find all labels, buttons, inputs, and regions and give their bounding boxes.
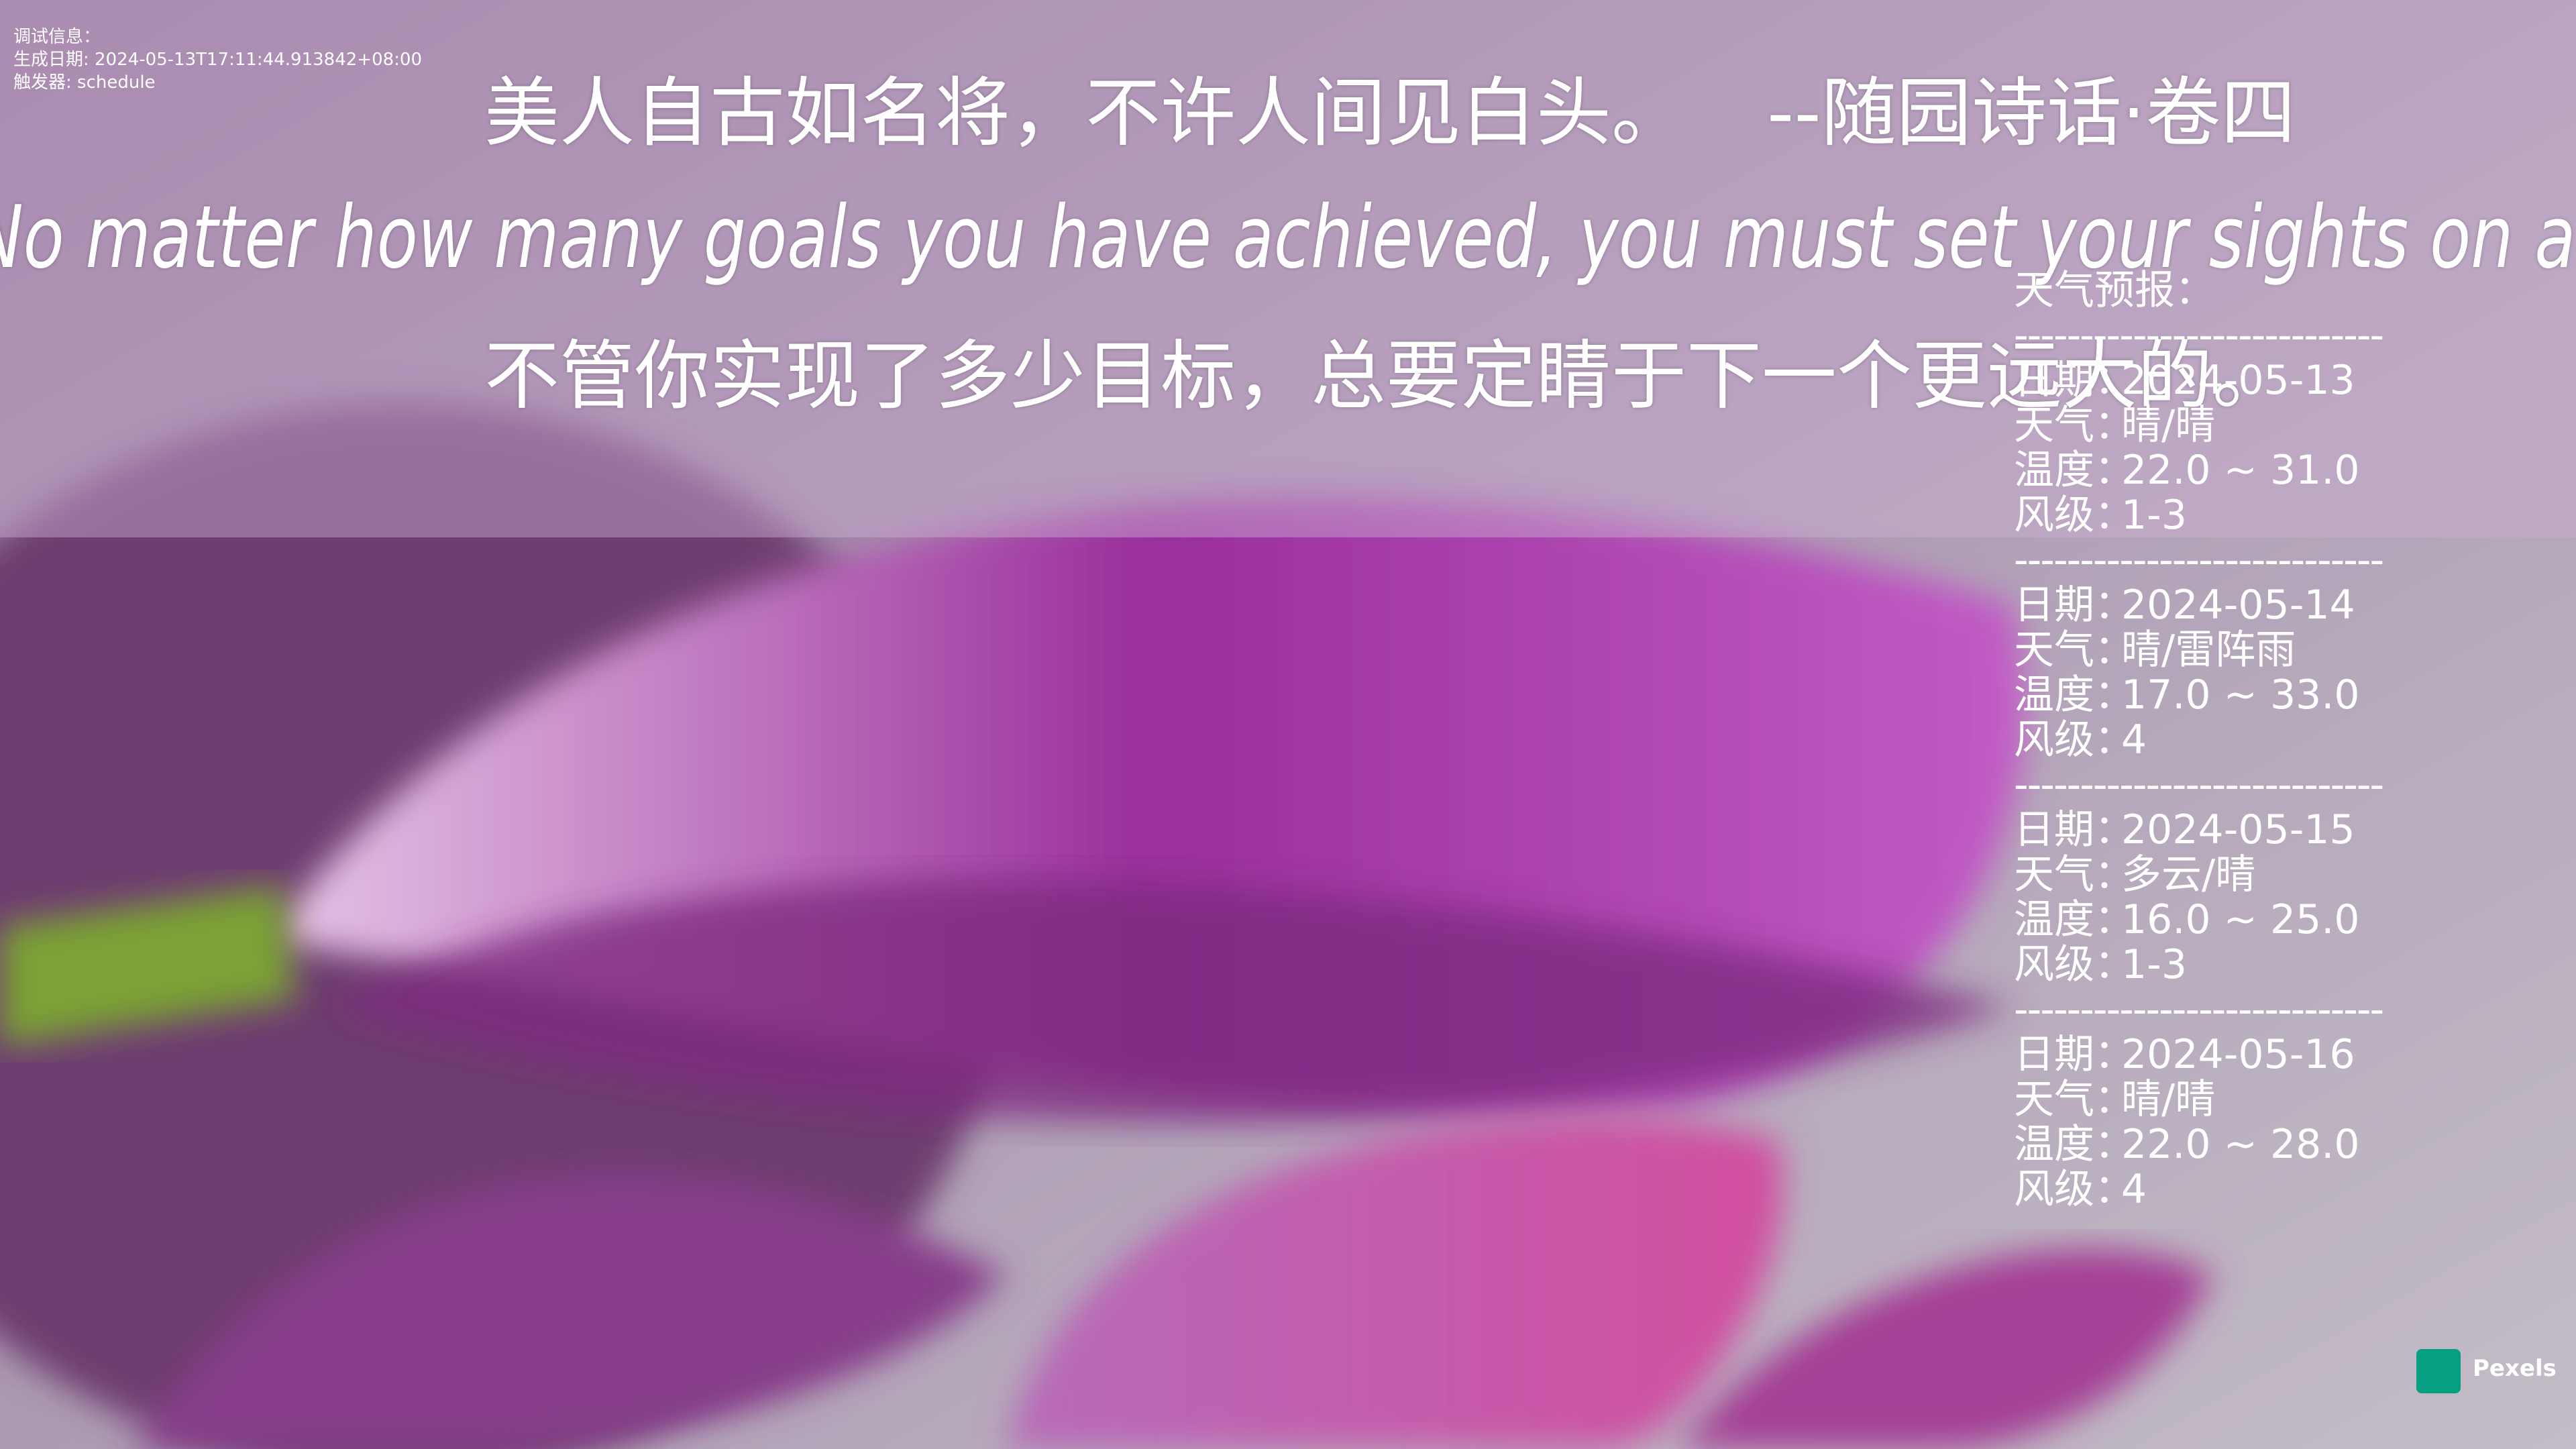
weather-label: 温度： [2014, 896, 2135, 943]
separator: ---------------------------- [2014, 313, 2384, 358]
weather-value: 16.0 ~ 25.0 [2121, 896, 2360, 943]
weather-value: 晴/晴 [2121, 1076, 2216, 1123]
weather-row: 日期：2024-05-13 [2014, 358, 2443, 403]
debug-line: 生成日期: 2024-05-13T17:11:44.913842+08:00 [13, 50, 423, 70]
weather-label: 日期： [2014, 806, 2135, 853]
weather-value: 晴/晴 [2121, 402, 2216, 449]
separator: ---------------------------- [2014, 763, 2384, 808]
weather-panel: 天气预报： ---------------------------- 日期：2024… [2014, 268, 2443, 1212]
separator: ---------------------------- [2014, 538, 2384, 583]
quote-source: --随园诗话·卷四 [1767, 70, 2296, 157]
weather-label: 天气： [2014, 851, 2135, 898]
weather-value: 17.0 ~ 33.0 [2121, 672, 2360, 718]
weather-label: 天气： [2014, 1076, 2135, 1123]
weather-value: 1-3 [2121, 941, 2187, 988]
weather-row: 天气：晴/雷阵雨 [2014, 628, 2443, 673]
weather-label: 日期： [2014, 1031, 2135, 1078]
weather-row: 日期：2024-05-15 [2014, 808, 2443, 853]
quote-translation: 不管你实现了多少目标，总要定睛于下一个更远大的。 [484, 333, 2288, 420]
quote-text: 美人自古如名将，不许人间见白头。 [484, 70, 1686, 157]
pexels-logo [2416, 1349, 2461, 1393]
pexels-credit: Pexels [2473, 1355, 2557, 1382]
weather-label: 日期： [2014, 582, 2135, 629]
weather-row: 天气：晴/晴 [2014, 1077, 2443, 1122]
weather-label: 温度： [2014, 1121, 2135, 1168]
weather-row: 日期：2024-05-14 [2014, 583, 2443, 628]
weather-value: 4 [2121, 1166, 2147, 1213]
separator: ---------------------------- [2014, 987, 2384, 1032]
overlay-band [0, 0, 2576, 537]
weather-title: 天气预报： [2014, 267, 2215, 314]
weather-row: 风级：1-3 [2014, 493, 2443, 538]
weather-label: 温度： [2014, 447, 2135, 494]
weather-value: 22.0 ~ 31.0 [2121, 447, 2360, 494]
weather-row: 温度：16.0 ~ 25.0 [2014, 898, 2443, 943]
weather-value: 2024-05-13 [2121, 357, 2355, 404]
weather-label: 风级： [2014, 941, 2135, 988]
weather-row: 天气：多云/晴 [2014, 853, 2443, 898]
quote-english: No matter how many goals you have achiev… [0, 188, 2576, 288]
weather-label: 风级： [2014, 1166, 2135, 1213]
weather-row: 日期：2024-05-16 [2014, 1032, 2443, 1077]
weather-value: 晴/雷阵雨 [2121, 627, 2296, 674]
weather-row: 温度：22.0 ~ 28.0 [2014, 1122, 2443, 1167]
weather-label: 天气： [2014, 402, 2135, 449]
weather-label: 日期： [2014, 357, 2135, 404]
weather-row: 温度：17.0 ~ 33.0 [2014, 673, 2443, 718]
weather-label: 天气： [2014, 627, 2135, 674]
weather-value: 4 [2121, 716, 2147, 763]
weather-row: 风级：1-3 [2014, 943, 2443, 987]
weather-label: 风级： [2014, 492, 2135, 539]
weather-value: 2024-05-15 [2121, 806, 2355, 853]
weather-value: 2024-05-16 [2121, 1031, 2355, 1078]
weather-label: 温度： [2014, 672, 2135, 718]
weather-value: 2024-05-14 [2121, 582, 2355, 629]
debug-line: 触发器: schedule [13, 72, 156, 93]
weather-row: 风级：4 [2014, 718, 2443, 763]
debug-line: 调试信息： [13, 27, 101, 47]
weather-row: 天气：晴/晴 [2014, 403, 2443, 448]
weather-value: 1-3 [2121, 492, 2187, 539]
weather-row: 温度：22.0 ~ 31.0 [2014, 448, 2443, 493]
weather-value: 多云/晴 [2121, 851, 2256, 898]
weather-label: 风级： [2014, 716, 2135, 763]
weather-row: 风级：4 [2014, 1167, 2443, 1212]
weather-value: 22.0 ~ 28.0 [2121, 1121, 2360, 1168]
quote-line: 美人自古如名将，不许人间见白头。 --随园诗话·卷四 [484, 52, 2296, 161]
